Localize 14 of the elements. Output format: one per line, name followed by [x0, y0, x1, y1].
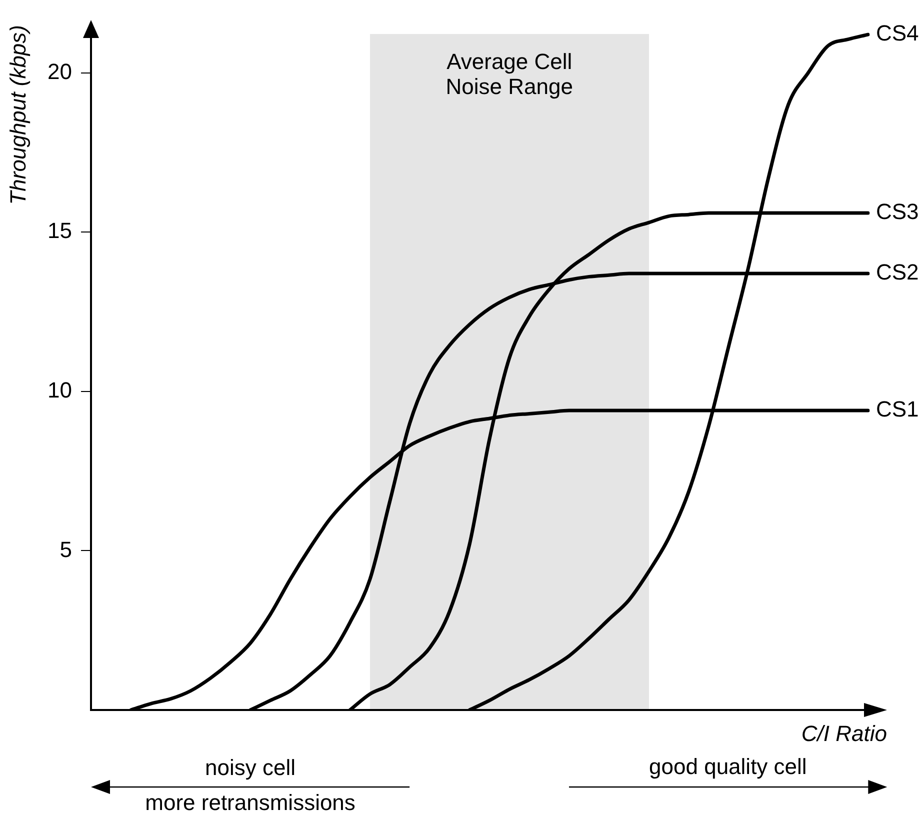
x-axis-title: C/I Ratio: [801, 721, 887, 746]
text: noisy cell: [205, 755, 296, 780]
annotation: Average Cell Noise Range: [446, 49, 573, 100]
series-label: CS2: [876, 260, 919, 285]
text: more retransmissions: [145, 790, 356, 813]
series-label: CS3: [876, 199, 919, 224]
series-label: CS1: [876, 396, 919, 422]
y-axis-title: Throughput (kbps): [5, 25, 30, 205]
y-tick-label: 10: [48, 377, 72, 402]
series-label: CS4: [876, 20, 919, 46]
y-tick-label: 15: [48, 218, 72, 244]
y-tick-label: 5: [60, 536, 72, 562]
y-tick-label: 20: [48, 58, 72, 84]
text: good quality cell: [649, 754, 807, 780]
